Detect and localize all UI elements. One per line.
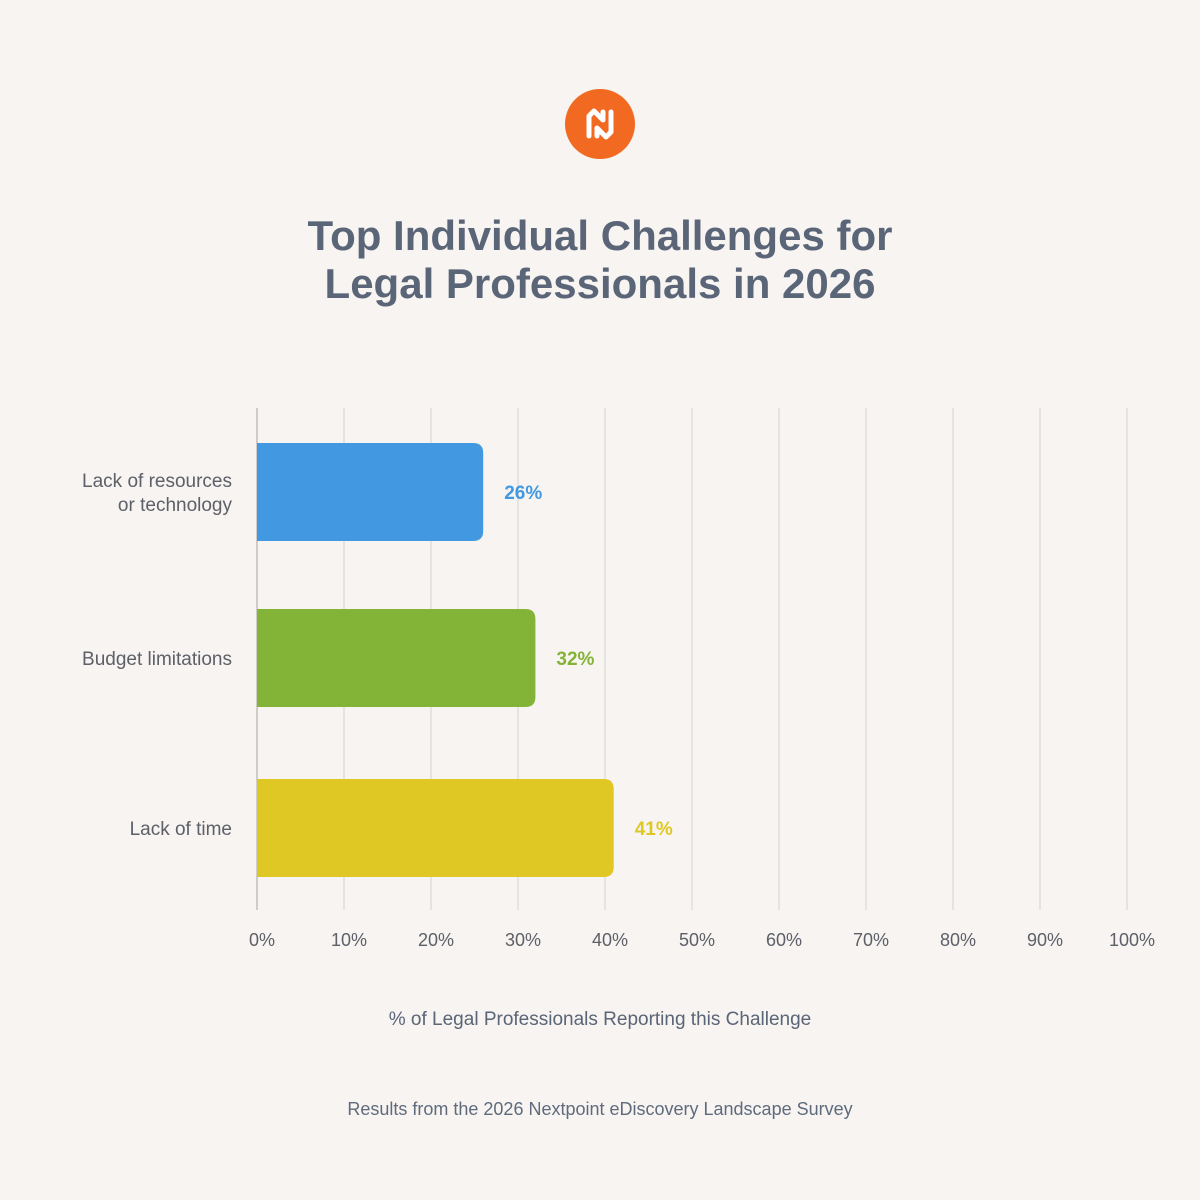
x-tick-label: 40%: [592, 930, 628, 950]
chart-title: Top Individual Challenges for Legal Prof…: [0, 212, 1200, 308]
bar: [257, 443, 484, 541]
chart-title-line: Legal Professionals in 2026: [324, 260, 876, 307]
x-tick-label: 0%: [249, 930, 275, 950]
x-tick-label: 20%: [418, 930, 454, 950]
bar: [257, 779, 614, 877]
x-tick-label: 10%: [331, 930, 367, 950]
x-tick-label: 60%: [766, 930, 802, 950]
category-label: or technology: [118, 495, 233, 516]
x-tick-label: 70%: [853, 930, 889, 950]
x-tick-label: 90%: [1027, 930, 1063, 950]
bar-chart: 0% 10% 20% 30% 40% 50% 60% 70% 80% 90% 100% 26% Lack…: [82, 408, 1155, 950]
nextpoint-logo-icon: [565, 89, 635, 159]
x-tick-label: 30%: [505, 930, 541, 950]
category-label: Lack of resources: [82, 471, 232, 492]
chart-title-line: Top Individual Challenges for: [307, 212, 893, 259]
bar-value-label: 32%: [556, 649, 594, 670]
category-label: Budget limitations: [82, 649, 232, 670]
bar: [257, 609, 536, 707]
bar-value-label: 41%: [635, 819, 673, 840]
x-tick-label: 100%: [1109, 930, 1155, 950]
x-axis-label: % of Legal Professionals Reporting this …: [388, 1009, 812, 1030]
bar-value-label: 26%: [504, 483, 542, 504]
category-label: Lack of time: [130, 819, 232, 840]
source-note: Results from the 2026 Nextpoint eDiscove…: [347, 1099, 853, 1119]
x-tick-label: 50%: [679, 930, 715, 950]
x-tick-label: 80%: [940, 930, 976, 950]
